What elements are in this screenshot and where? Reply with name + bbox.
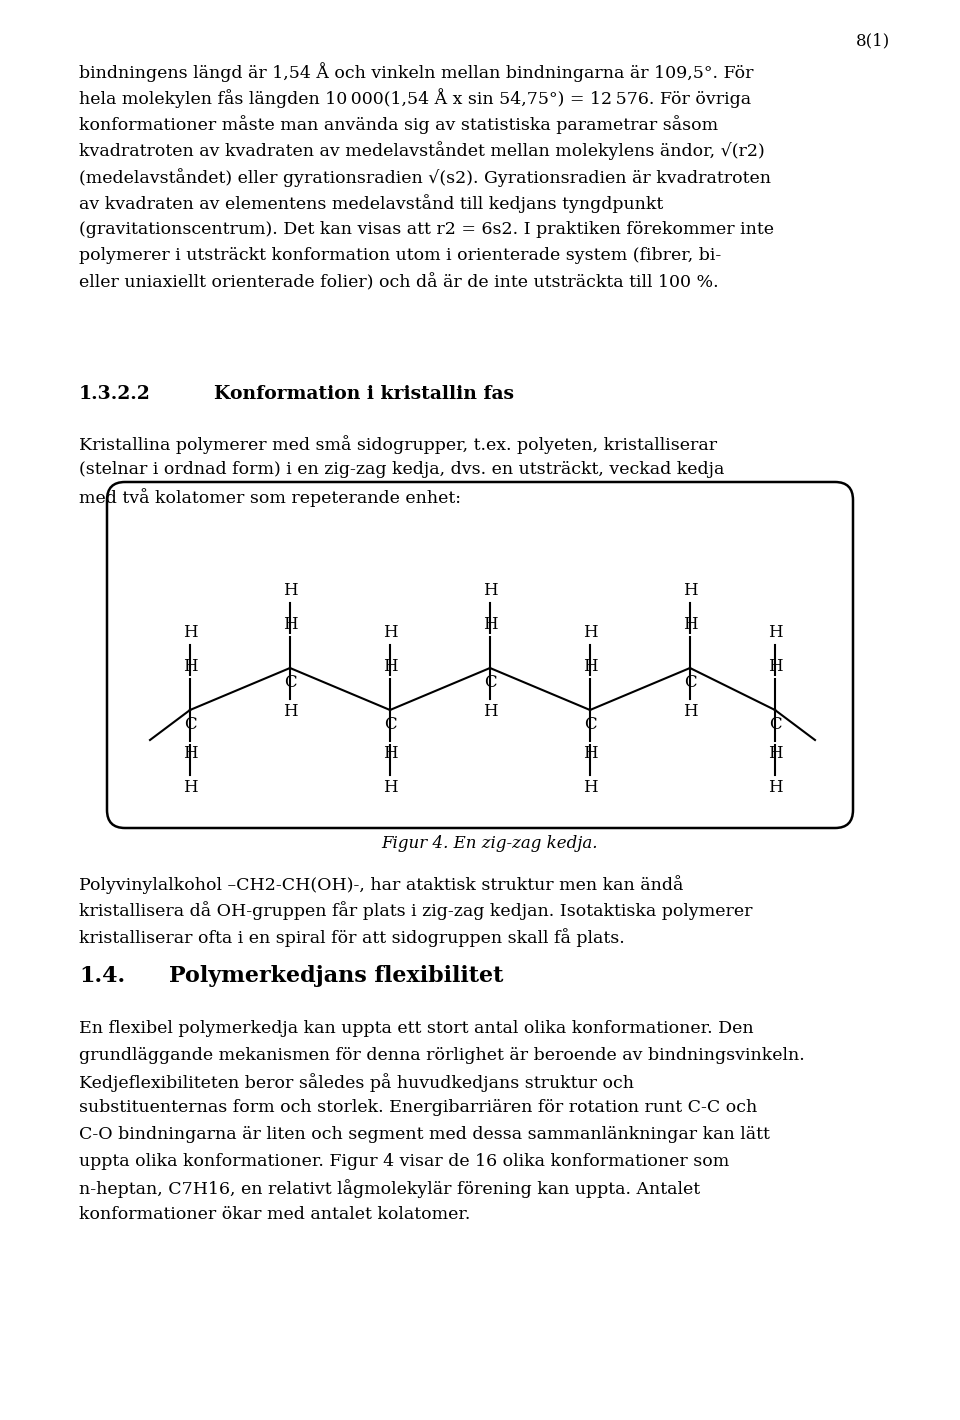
Text: H: H: [182, 659, 198, 676]
Text: H: H: [768, 623, 782, 640]
Text: av kvadraten av elementens medelavstånd till kedjans tyngdpunkt: av kvadraten av elementens medelavstånd …: [79, 195, 663, 213]
Text: C: C: [684, 674, 696, 692]
Text: H: H: [583, 623, 597, 640]
Text: H: H: [768, 744, 782, 761]
Text: med två kolatomer som repeterande enhet:: med två kolatomer som repeterande enhet:: [79, 488, 461, 507]
Text: C: C: [183, 716, 196, 733]
Text: C: C: [484, 674, 496, 692]
Text: H: H: [383, 623, 397, 640]
Text: n-heptan, C7H16, en relativt lågmolekylär förening kan uppta. Antalet: n-heptan, C7H16, en relativt lågmolekylä…: [79, 1179, 700, 1198]
Text: C: C: [584, 716, 596, 733]
Text: polymerer i utsträckt konformation utom i orienterade system (fibrer, bi-: polymerer i utsträckt konformation utom …: [79, 247, 721, 264]
Text: konformationer måste man använda sig av statistiska parametrar såsom: konformationer måste man använda sig av …: [79, 115, 718, 133]
Text: En flexibel polymerkedja kan uppta ett stort antal olika konformationer. Den: En flexibel polymerkedja kan uppta ett s…: [79, 1020, 754, 1037]
Text: hela molekylen fås längden 10 000(1,54 Å x sin 54,75°) = 12 576. För övriga: hela molekylen fås längden 10 000(1,54 Å…: [79, 88, 751, 108]
Text: H: H: [383, 780, 397, 797]
Text: H: H: [182, 623, 198, 640]
Text: H: H: [583, 659, 597, 676]
Text: H: H: [768, 780, 782, 797]
Text: 1.4.: 1.4.: [79, 966, 125, 987]
Text: Kedjeflexibiliteten beror således på huvudkedjans struktur och: Kedjeflexibiliteten beror således på huv…: [79, 1074, 634, 1092]
Text: H: H: [383, 744, 397, 761]
Text: 8(1): 8(1): [855, 33, 890, 50]
Text: H: H: [383, 659, 397, 676]
Text: C: C: [769, 716, 781, 733]
Text: H: H: [683, 703, 697, 720]
Text: (stelnar i ordnad form) i en zig-zag kedja, dvs. en utsträckt, veckad kedja: (stelnar i ordnad form) i en zig-zag ked…: [79, 462, 725, 479]
Text: C: C: [284, 674, 297, 692]
Text: kristalliserar ofta i en spiral för att sidogruppen skall få plats.: kristalliserar ofta i en spiral för att …: [79, 929, 625, 947]
Text: H: H: [182, 780, 198, 797]
Text: (medelavståndet) eller gyrationsradien √(s2). Gyrationsradien är kvadratroten: (medelavståndet) eller gyrationsradien √…: [79, 168, 771, 187]
Text: Polyvinylalkohol –CH2-CH(OH)-, har ataktisk struktur men kan ändå: Polyvinylalkohol –CH2-CH(OH)-, har atakt…: [79, 875, 684, 895]
FancyBboxPatch shape: [107, 481, 853, 828]
Text: konformationer ökar med antalet kolatomer.: konformationer ökar med antalet kolatome…: [79, 1206, 470, 1223]
Text: Kristallina polymerer med små sidogrupper, t.ex. polyeten, kristalliserar: Kristallina polymerer med små sidogruppe…: [79, 435, 717, 454]
Text: H: H: [683, 582, 697, 599]
Text: Figur 4. En zig-zag kedja.: Figur 4. En zig-zag kedja.: [381, 835, 598, 852]
Text: uppta olika konformationer. Figur 4 visar de 16 olika konformationer som: uppta olika konformationer. Figur 4 visa…: [79, 1153, 730, 1170]
Text: Konformation i kristallin fas: Konformation i kristallin fas: [214, 385, 514, 403]
Text: C-O bindningarna är liten och segment med dessa sammanlänkningar kan lätt: C-O bindningarna är liten och segment me…: [79, 1126, 770, 1143]
Text: H: H: [282, 582, 298, 599]
Text: H: H: [182, 744, 198, 761]
Text: eller uniaxiellt orienterade folier) och då är de inte utsträckta till 100 %.: eller uniaxiellt orienterade folier) och…: [79, 274, 719, 291]
Text: grundläggande mekanismen för denna rörlighet är beroende av bindningsvinkeln.: grundläggande mekanismen för denna rörli…: [79, 1047, 804, 1064]
Text: kvadratroten av kvadraten av medelavståndet mellan molekylens ändor, √(r2): kvadratroten av kvadraten av medelavstån…: [79, 142, 765, 160]
Text: H: H: [583, 744, 597, 761]
Text: H: H: [483, 703, 497, 720]
Text: H: H: [768, 659, 782, 676]
Text: H: H: [282, 616, 298, 633]
Text: H: H: [483, 616, 497, 633]
Text: H: H: [282, 703, 298, 720]
Text: 1.3.2.2: 1.3.2.2: [79, 385, 151, 403]
Text: kristallisera då OH-gruppen får plats i zig-zag kedjan. Isotaktiska polymerer: kristallisera då OH-gruppen får plats i …: [79, 902, 753, 920]
Text: H: H: [683, 616, 697, 633]
Text: Polymerkedjans flexibilitet: Polymerkedjans flexibilitet: [169, 966, 503, 987]
Text: (gravitationscentrum). Det kan visas att r2 = 6s2. I praktiken förekommer inte: (gravitationscentrum). Det kan visas att…: [79, 222, 774, 239]
Text: H: H: [483, 582, 497, 599]
Text: C: C: [384, 716, 396, 733]
Text: bindningens längd är 1,54 Å och vinkeln mellan bindningarna är 109,5°. För: bindningens längd är 1,54 Å och vinkeln …: [79, 62, 754, 82]
Text: H: H: [583, 780, 597, 797]
Text: substituenternas form och storlek. Energibarriären för rotation runt C-C och: substituenternas form och storlek. Energ…: [79, 1099, 757, 1116]
